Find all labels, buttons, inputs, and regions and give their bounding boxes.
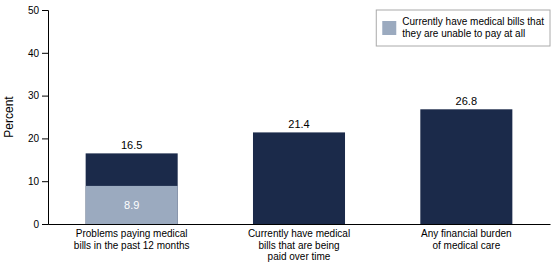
- series: [86, 186, 178, 224]
- y-tick-mark: [42, 53, 48, 54]
- x-tick-label-line: of medical care: [432, 240, 500, 251]
- y-tick-mark: [42, 10, 48, 11]
- y-tick: 10: [28, 176, 48, 187]
- y-tick-label: 10: [28, 176, 40, 187]
- x-tick-label: Problems paying medicalbills in the past…: [74, 228, 190, 251]
- y-tick-mark: [42, 96, 48, 97]
- data-label: 21.4: [288, 118, 309, 130]
- legend-label-line: Currently have medical bills that: [402, 16, 544, 27]
- x-tick-label-line: Problems paying medical: [76, 228, 188, 239]
- y-tick-label: 50: [28, 5, 40, 16]
- y-tick: 20: [28, 133, 48, 144]
- bar: [253, 132, 345, 224]
- x-tick-label: Any financial burdenof medical care: [421, 228, 512, 251]
- data-label: 8.9: [124, 199, 139, 211]
- series: [86, 109, 513, 224]
- y-tick-label: 30: [28, 90, 40, 101]
- data-label: 26.8: [456, 95, 477, 107]
- y-tick-label: 0: [33, 219, 39, 230]
- legend: Currently have medical bills thatthey ar…: [376, 10, 550, 46]
- data-label: 16.5: [121, 139, 142, 151]
- y-axis: 0 10 20 30 40 50: [28, 5, 49, 230]
- chart: 16.5 21.4 26.8 8.9 0 10 20 30 40 50 Problems payin…: [0, 0, 560, 274]
- x-tick-label-line: bills that are being: [258, 240, 339, 251]
- bar: [86, 186, 178, 224]
- y-tick-label: 40: [28, 48, 40, 59]
- bar: [86, 153, 178, 224]
- y-axis-title: Percent: [2, 96, 16, 138]
- bar: [420, 109, 512, 224]
- y-tick: 50: [28, 5, 48, 16]
- data-labels: 16.5 21.4 26.8 8.9: [121, 95, 477, 211]
- y-tick-label: 20: [28, 133, 40, 144]
- legend-swatch: [382, 21, 396, 35]
- x-tick-label-line: Currently have medical: [248, 228, 350, 239]
- legend-label: Currently have medical bills thatthey ar…: [402, 16, 544, 39]
- y-axis-line: [42, 11, 49, 225]
- y-tick: 30: [28, 90, 48, 101]
- x-axis: Problems paying medicalbills in the past…: [49, 225, 551, 263]
- x-tick-label-line: Any financial burden: [421, 228, 512, 239]
- y-tick: 0: [33, 219, 48, 230]
- y-tick: 40: [28, 48, 48, 59]
- bars: [86, 109, 513, 224]
- x-axis-line: [49, 224, 551, 225]
- y-tick-mark: [42, 138, 48, 139]
- x-tick-label-line: paid over time: [268, 251, 331, 262]
- x-tick-label: Currently have medicalbills that are bei…: [248, 228, 350, 262]
- x-tick: Problems paying medicalbills in the past…: [74, 228, 190, 251]
- x-tick-label-line: bills in the past 12 months: [74, 240, 190, 251]
- x-tick: Currently have medicalbills that are bei…: [248, 228, 350, 262]
- y-tick-mark: [42, 181, 48, 182]
- x-tick: Any financial burdenof medical care: [421, 228, 512, 251]
- legend-entry: Currently have medical bills thatthey ar…: [382, 16, 544, 39]
- legend-frame: [376, 10, 550, 46]
- legend-label-line: they are unable to pay at all: [402, 28, 525, 39]
- y-tick-mark: [42, 224, 48, 225]
